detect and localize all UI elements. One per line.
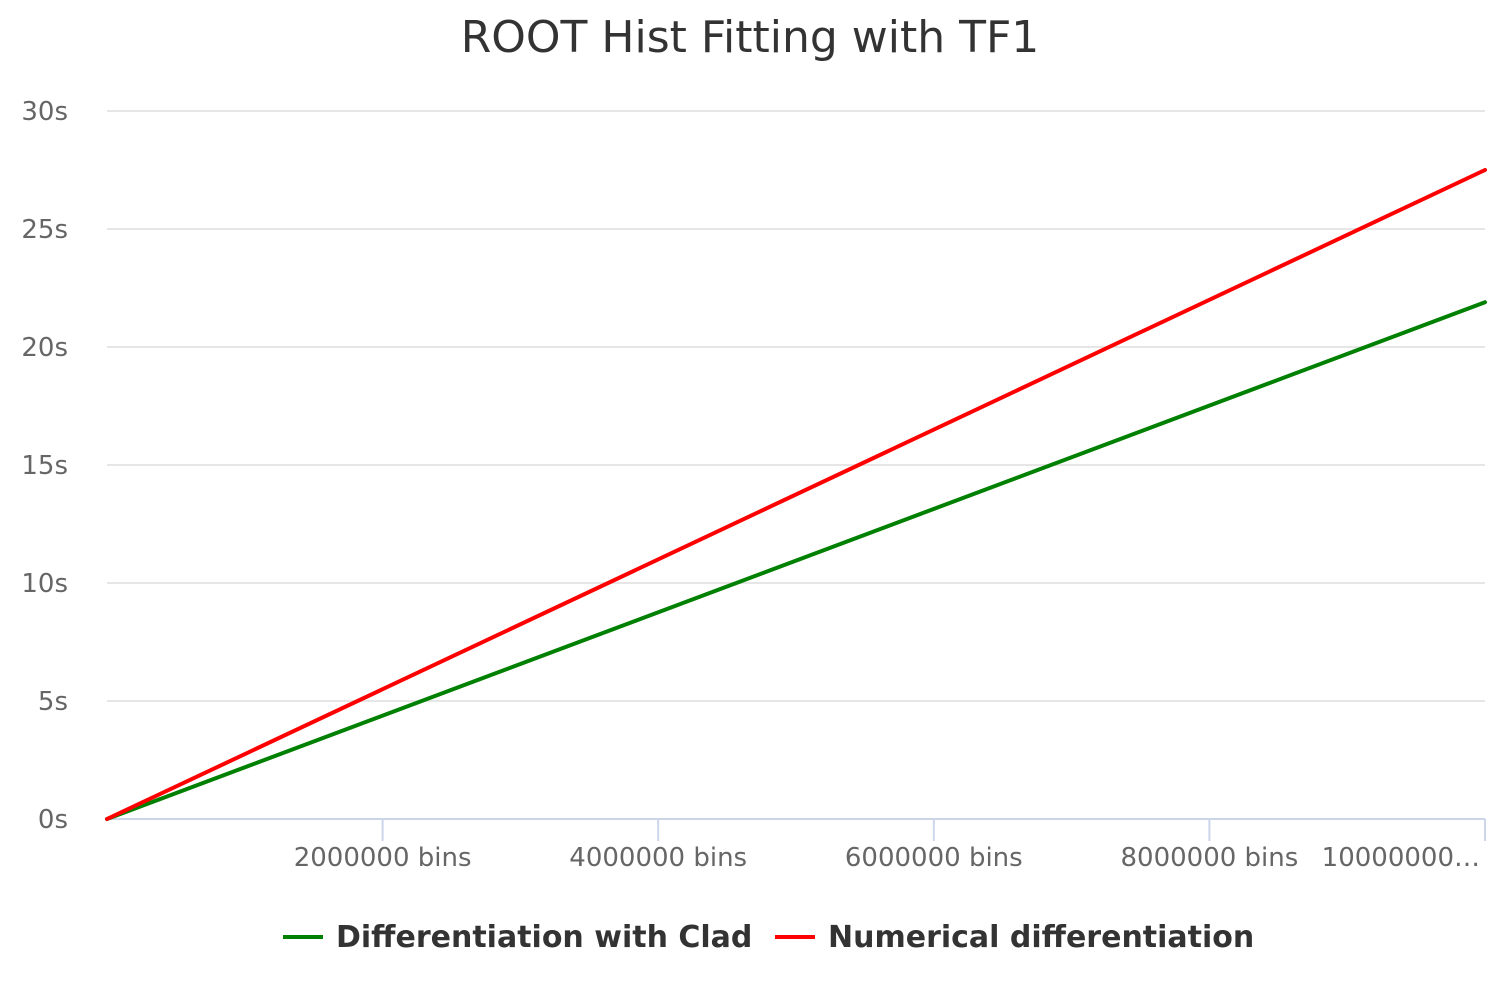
series-line[interactable]: [105, 168, 1487, 821]
y-tick-label: 25s: [21, 215, 68, 245]
x-tick-label: 2000000 bins: [294, 843, 472, 873]
x-axis-labels: 2000000 bins 4000000 bins 6000000 bins 8000…: [294, 843, 1480, 873]
legend-item[interactable]: Differentiation with Clad: [283, 920, 752, 955]
chart-title: ROOT Hist Fitting with TF1: [461, 12, 1040, 63]
grid: [107, 110, 1485, 702]
x-tick-label: 10000000…: [1322, 843, 1480, 873]
x-tick-label: 6000000 bins: [845, 843, 1023, 873]
x-tick-label: 4000000 bins: [569, 843, 747, 873]
x-axis: [107, 818, 1486, 841]
legend: Differentiation with Clad Numerical diffe…: [283, 920, 1254, 955]
y-tick-label: 20s: [21, 333, 68, 363]
y-tick-label: 15s: [21, 451, 68, 481]
x-tick-label: 8000000 bins: [1120, 843, 1298, 873]
y-tick-label: 10s: [21, 569, 68, 599]
series-line[interactable]: [105, 300, 1487, 821]
legend-label: Differentiation with Clad: [336, 920, 752, 955]
legend-label: Numerical differentiation: [828, 920, 1254, 955]
y-tick-label: 0s: [38, 805, 68, 835]
series-layer: [105, 168, 1487, 821]
legend-item[interactable]: Numerical differentiation: [775, 920, 1254, 955]
y-tick-label: 5s: [38, 687, 68, 717]
y-axis-labels: 0s 5s 10s 15s 20s 25s 30s: [21, 97, 68, 835]
y-tick-label: 30s: [21, 97, 68, 127]
